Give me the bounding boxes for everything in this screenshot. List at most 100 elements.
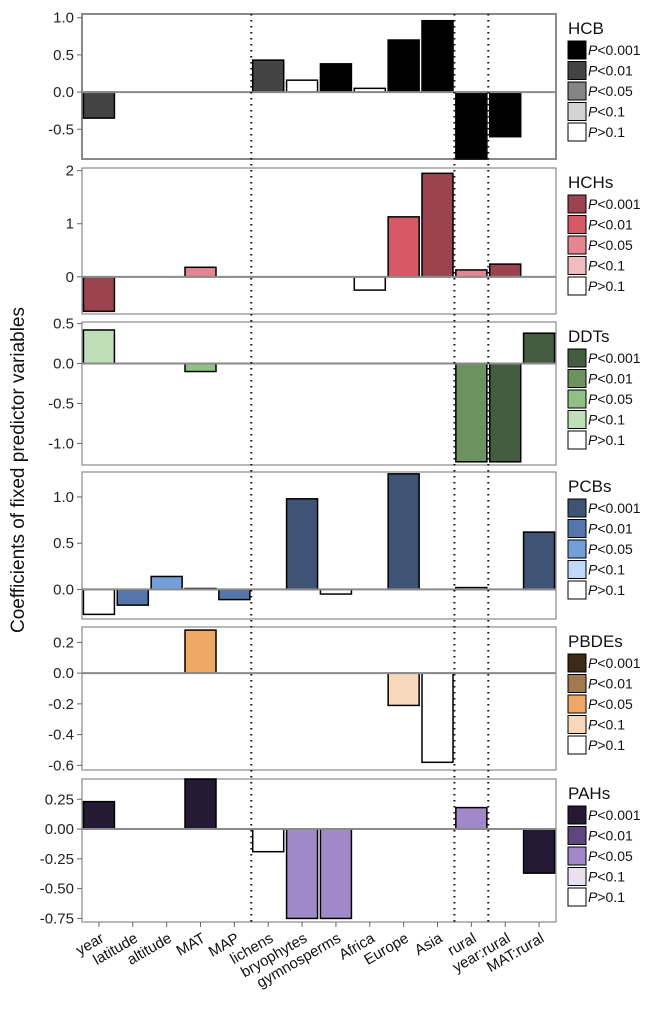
legend-label: P<0.01 [588, 828, 633, 844]
panel-hchs: 2 1 0 HCHs P<0.001 P<0.01 P<0.05 P<0.1 P>0.1 [66, 163, 641, 315]
panels: 1.0 0.5 0.0 -0.5 HCB P<0.001 P<0.01 P<0.05 P<0.1… [40, 10, 641, 928]
legend-label: P>0.1 [588, 124, 625, 140]
legend-title: HCB [568, 19, 604, 38]
legend-title: PBDEs [568, 632, 623, 651]
panel-pbdes: 0.2 0.0 -0.2 -0.4 -0.6 PBDEs P<0.001 P<0.01 P<0.… [48, 626, 641, 774]
legend-label: P<0.01 [588, 217, 633, 233]
y-tick-label: -0.5 [48, 395, 74, 412]
panel-pcbs: 1.0 0.5 0.0 PCBs P<0.001 P<0.01 P<0.05 P<0.1 P>0… [53, 471, 641, 620]
bar-pahs-mat [184, 778, 217, 830]
bar-pcbs-latitude [116, 588, 150, 606]
legend-label: P<0.001 [588, 196, 641, 212]
y-tick-label: -0.75 [40, 910, 74, 927]
y-tick-label: 0.0 [53, 665, 74, 682]
bar-pcbs-europe [387, 473, 420, 591]
y-tick-label: 0.25 [45, 791, 74, 808]
y-axis-label: Coefficients of fixed predictor variable… [8, 307, 29, 633]
y-tick-label: -0.4 [48, 727, 74, 744]
legend-label: P<0.001 [588, 655, 641, 671]
legend-swatch [567, 369, 587, 388]
panel-frame [81, 167, 557, 315]
legend-ddts: DDTs P<0.001 P<0.01 P<0.05 P<0.1 P>0.1 [567, 327, 641, 450]
legend-swatch [567, 40, 587, 60]
legend-title: DDTs [568, 327, 610, 346]
legend-swatch [567, 430, 587, 450]
bar-pbdes-mat [184, 629, 217, 674]
bar-ddts-year [82, 329, 116, 365]
legend-title: PCBs [568, 477, 611, 496]
legend-swatch [567, 215, 587, 234]
bar-pcbs-altitude [150, 575, 183, 591]
legend-swatch [567, 715, 587, 734]
bar-hcb-rural [455, 91, 488, 160]
legend-swatch [567, 580, 587, 600]
legend-pbdes: PBDEs P<0.001 P<0.01 P<0.05 P<0.1 P>0.1 [567, 632, 641, 755]
bar-pahs-year [82, 800, 116, 830]
legend-swatch [567, 887, 587, 907]
bar-pbdes-europe [387, 672, 420, 707]
legend-label: P>0.1 [588, 278, 625, 294]
x-category-label-asia: Asia [412, 929, 446, 959]
bar-ddts-year-rural [488, 362, 522, 463]
legend-swatch [567, 674, 587, 693]
bar-hcb-lichens [251, 59, 285, 93]
panel-hcb: 1.0 0.5 0.0 -0.5 HCB P<0.001 P<0.01 P<0.05 P<0.1… [48, 10, 641, 160]
bar-pcbs-year [82, 588, 116, 616]
legend-label: P<0.1 [588, 412, 625, 428]
y-tick-label: 0.0 [53, 84, 74, 101]
x-category-label-mat: MAT [174, 930, 209, 960]
legend-label: P<0.01 [588, 676, 633, 692]
bar-hchs-africa [353, 276, 387, 291]
legend-swatch [567, 735, 587, 755]
legend-label: P<0.1 [588, 717, 625, 733]
legend-label: P<0.01 [588, 63, 633, 79]
legend-swatch [567, 389, 587, 409]
bar-hchs-asia [421, 172, 454, 278]
y-axis-title: Coefficients of fixed predictor variable… [8, 307, 29, 633]
legend-swatch [567, 560, 587, 579]
bar-pahs-mat-rural [522, 828, 556, 874]
legend-label: P<0.05 [588, 696, 633, 712]
legend-label: P>0.1 [588, 432, 625, 448]
y-tick-label: 1 [66, 216, 74, 233]
legend-label: P<0.01 [588, 371, 633, 387]
bar-ddts-mat-rural [522, 332, 556, 365]
legend-label: P<0.05 [588, 237, 633, 253]
y-tick-label: 0.0 [53, 356, 74, 373]
bar-pcbs-bryophytes [285, 498, 319, 591]
panel-pahs: 0.25 0.00 -0.25 -0.50 -0.75 PAHs P<0.001 P<0.01… [40, 778, 641, 927]
panel-frame [81, 13, 557, 160]
y-tick-label: -0.50 [40, 881, 74, 898]
legend-label: P<0.05 [588, 848, 633, 864]
y-tick-label: 0.5 [53, 535, 74, 552]
legend-title: HCHs [568, 173, 613, 192]
y-tick-label: -0.25 [40, 851, 74, 868]
legend-label: P>0.1 [588, 737, 625, 753]
y-tick-label: 2 [66, 163, 74, 180]
legend-label: P<0.001 [588, 42, 641, 58]
bar-hcb-bryophytes [285, 79, 319, 93]
legend-label: P<0.1 [588, 104, 625, 120]
legend-label: P>0.1 [588, 582, 625, 598]
legend-swatch [567, 498, 587, 518]
y-tick-label: 1.0 [53, 10, 74, 27]
bar-hcb-europe [387, 39, 420, 93]
bar-pcbs-map [218, 588, 251, 601]
panel-ddts: 0.5 0.0 -0.5 -1.0 DDTs P<0.001 P<0.01 P<0.05 P<0… [48, 316, 641, 466]
legend-label: P<0.001 [588, 500, 641, 516]
bar-hchs-rural [455, 269, 488, 278]
y-tick-label: 0.2 [53, 634, 74, 651]
bar-pcbs-mat-rural [522, 531, 556, 591]
legend-label: P<0.01 [588, 521, 633, 537]
legend-pcbs: PCBs P<0.001 P<0.01 P<0.05 P<0.1 P>0.1 [567, 477, 641, 600]
bar-hchs-europe [387, 216, 420, 278]
y-tick-label: 0.00 [45, 821, 74, 838]
legend-swatch [567, 61, 587, 80]
bar-hcb-year-rural [488, 91, 522, 138]
legend-swatch [567, 805, 587, 825]
bar-pahs-rural [455, 806, 488, 830]
legend-swatch [567, 194, 587, 214]
legend-swatch [567, 519, 587, 538]
